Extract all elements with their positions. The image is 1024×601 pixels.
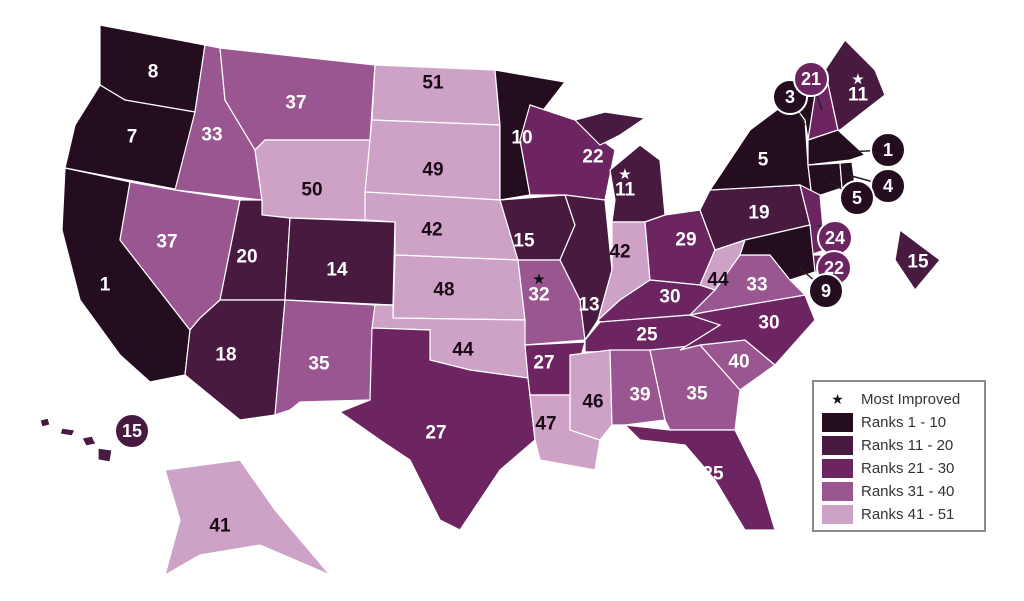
- state-mi: [573, 111, 647, 146]
- rank-label-il: 13: [578, 295, 599, 316]
- rank-label-sd: 49: [422, 160, 443, 181]
- legend-item: Ranks 11 - 20: [822, 434, 976, 457]
- rank-label-fl: 25: [702, 464, 724, 485]
- rank-label-nh: 21: [801, 69, 821, 89]
- legend-label: Ranks 11 - 20: [861, 437, 954, 454]
- rank-label-ak: 41: [209, 516, 231, 537]
- state-dc: [894, 228, 941, 292]
- rank-label-nm: 35: [308, 354, 330, 375]
- legend-swatch: [822, 436, 853, 455]
- rank-label-nj: 24: [825, 228, 845, 248]
- rank-label-ky: 30: [659, 287, 680, 308]
- rank-label-nc: 30: [758, 313, 779, 334]
- state-fl: [623, 424, 776, 531]
- rank-label-de: 22: [824, 258, 844, 278]
- rank-label-wi: 22: [582, 147, 603, 168]
- rank-label-wv: 44: [707, 270, 729, 291]
- rank-label-in: 42: [609, 242, 630, 263]
- rank-label-me: 11: [848, 85, 869, 106]
- callout-circle-hi: [114, 413, 150, 449]
- legend-swatch: [822, 459, 853, 478]
- legend-label: Ranks 21 - 30: [861, 460, 955, 477]
- legend-swatch: [822, 413, 853, 432]
- legend-item: Ranks 1 - 10: [822, 411, 976, 434]
- callout-circle-md: [808, 273, 844, 309]
- star-icon: ★: [831, 391, 844, 407]
- legend-swatch: [822, 505, 853, 524]
- rank-label-wy: 50: [301, 180, 322, 201]
- rank-label-vt: 3: [785, 87, 795, 107]
- callout-circle-ma: [870, 132, 906, 168]
- legend-label: Most Improved: [861, 391, 961, 408]
- rank-label-or: 7: [127, 127, 138, 148]
- state-hi: [81, 435, 97, 447]
- rank-label-ca: 1: [100, 275, 111, 296]
- legend-swatch: [822, 482, 853, 501]
- legend: ★ Most Improved Ranks 1 - 10 Ranks 11 - …: [812, 380, 986, 532]
- callout-circle-ri: [870, 168, 906, 204]
- most-improved-star-icon: ★: [852, 72, 864, 87]
- rank-label-tx: 27: [425, 423, 446, 444]
- rank-label-mt: 37: [285, 93, 306, 114]
- rank-label-nv: 37: [156, 232, 177, 253]
- rank-label-ne: 42: [421, 220, 442, 241]
- state-al: [609, 349, 666, 426]
- rank-label-pa: 19: [748, 203, 769, 224]
- legend-item: Ranks 41 - 51: [822, 503, 976, 526]
- rank-label-ri: 4: [883, 176, 893, 196]
- rank-label-dc: 15: [907, 252, 929, 273]
- rank-label-mn: 10: [511, 128, 532, 149]
- rank-label-id: 33: [201, 125, 222, 146]
- state-hi: [39, 417, 51, 428]
- rank-label-sc: 40: [728, 352, 749, 373]
- rank-label-ny: 5: [758, 150, 769, 171]
- most-improved-star-icon: ★: [533, 272, 545, 287]
- most-improved-star-icon: ★: [619, 167, 631, 182]
- state-ks: [392, 254, 526, 321]
- callout-circle-nh: [793, 61, 829, 97]
- legend-most-improved: ★ Most Improved: [822, 388, 976, 411]
- rank-label-az: 18: [215, 345, 236, 366]
- rank-label-nd: 51: [422, 73, 444, 94]
- state-md: [739, 224, 816, 281]
- rank-label-ia: 15: [513, 231, 535, 252]
- rank-label-ut: 20: [236, 247, 257, 268]
- rank-label-oh: 29: [675, 230, 696, 251]
- rank-label-hi: 15: [122, 421, 142, 441]
- legend-label: Ranks 41 - 51: [861, 506, 955, 523]
- legend-item: Ranks 31 - 40: [822, 480, 976, 503]
- rank-label-ga: 35: [686, 384, 708, 405]
- rank-label-ar: 27: [533, 353, 554, 374]
- rank-label-ma: 1: [883, 140, 893, 160]
- rank-label-mo: 32: [528, 285, 549, 306]
- state-ma: [807, 129, 867, 166]
- rank-label-tn: 25: [636, 325, 658, 346]
- state-ak: [164, 459, 331, 577]
- rank-label-ms: 46: [582, 392, 603, 413]
- state-hi: [97, 447, 113, 463]
- rank-label-ok: 44: [452, 340, 474, 361]
- rank-label-al: 39: [629, 385, 650, 406]
- state-hi: [59, 427, 76, 437]
- legend-item: Ranks 21 - 30: [822, 457, 976, 480]
- legend-label: Ranks 31 - 40: [861, 483, 955, 500]
- rank-label-mi: 11: [615, 180, 636, 201]
- rank-label-ct: 5: [852, 188, 862, 208]
- callout-circle-ct: [839, 180, 875, 216]
- rank-label-va: 33: [746, 275, 767, 296]
- rank-label-la: 47: [535, 414, 556, 435]
- legend-label: Ranks 1 - 10: [861, 414, 947, 431]
- rank-label-md: 9: [821, 281, 831, 301]
- rank-label-ks: 48: [433, 280, 454, 301]
- rank-label-wa: 8: [148, 62, 159, 83]
- rank-label-co: 14: [326, 260, 348, 281]
- state-tx: [338, 327, 536, 531]
